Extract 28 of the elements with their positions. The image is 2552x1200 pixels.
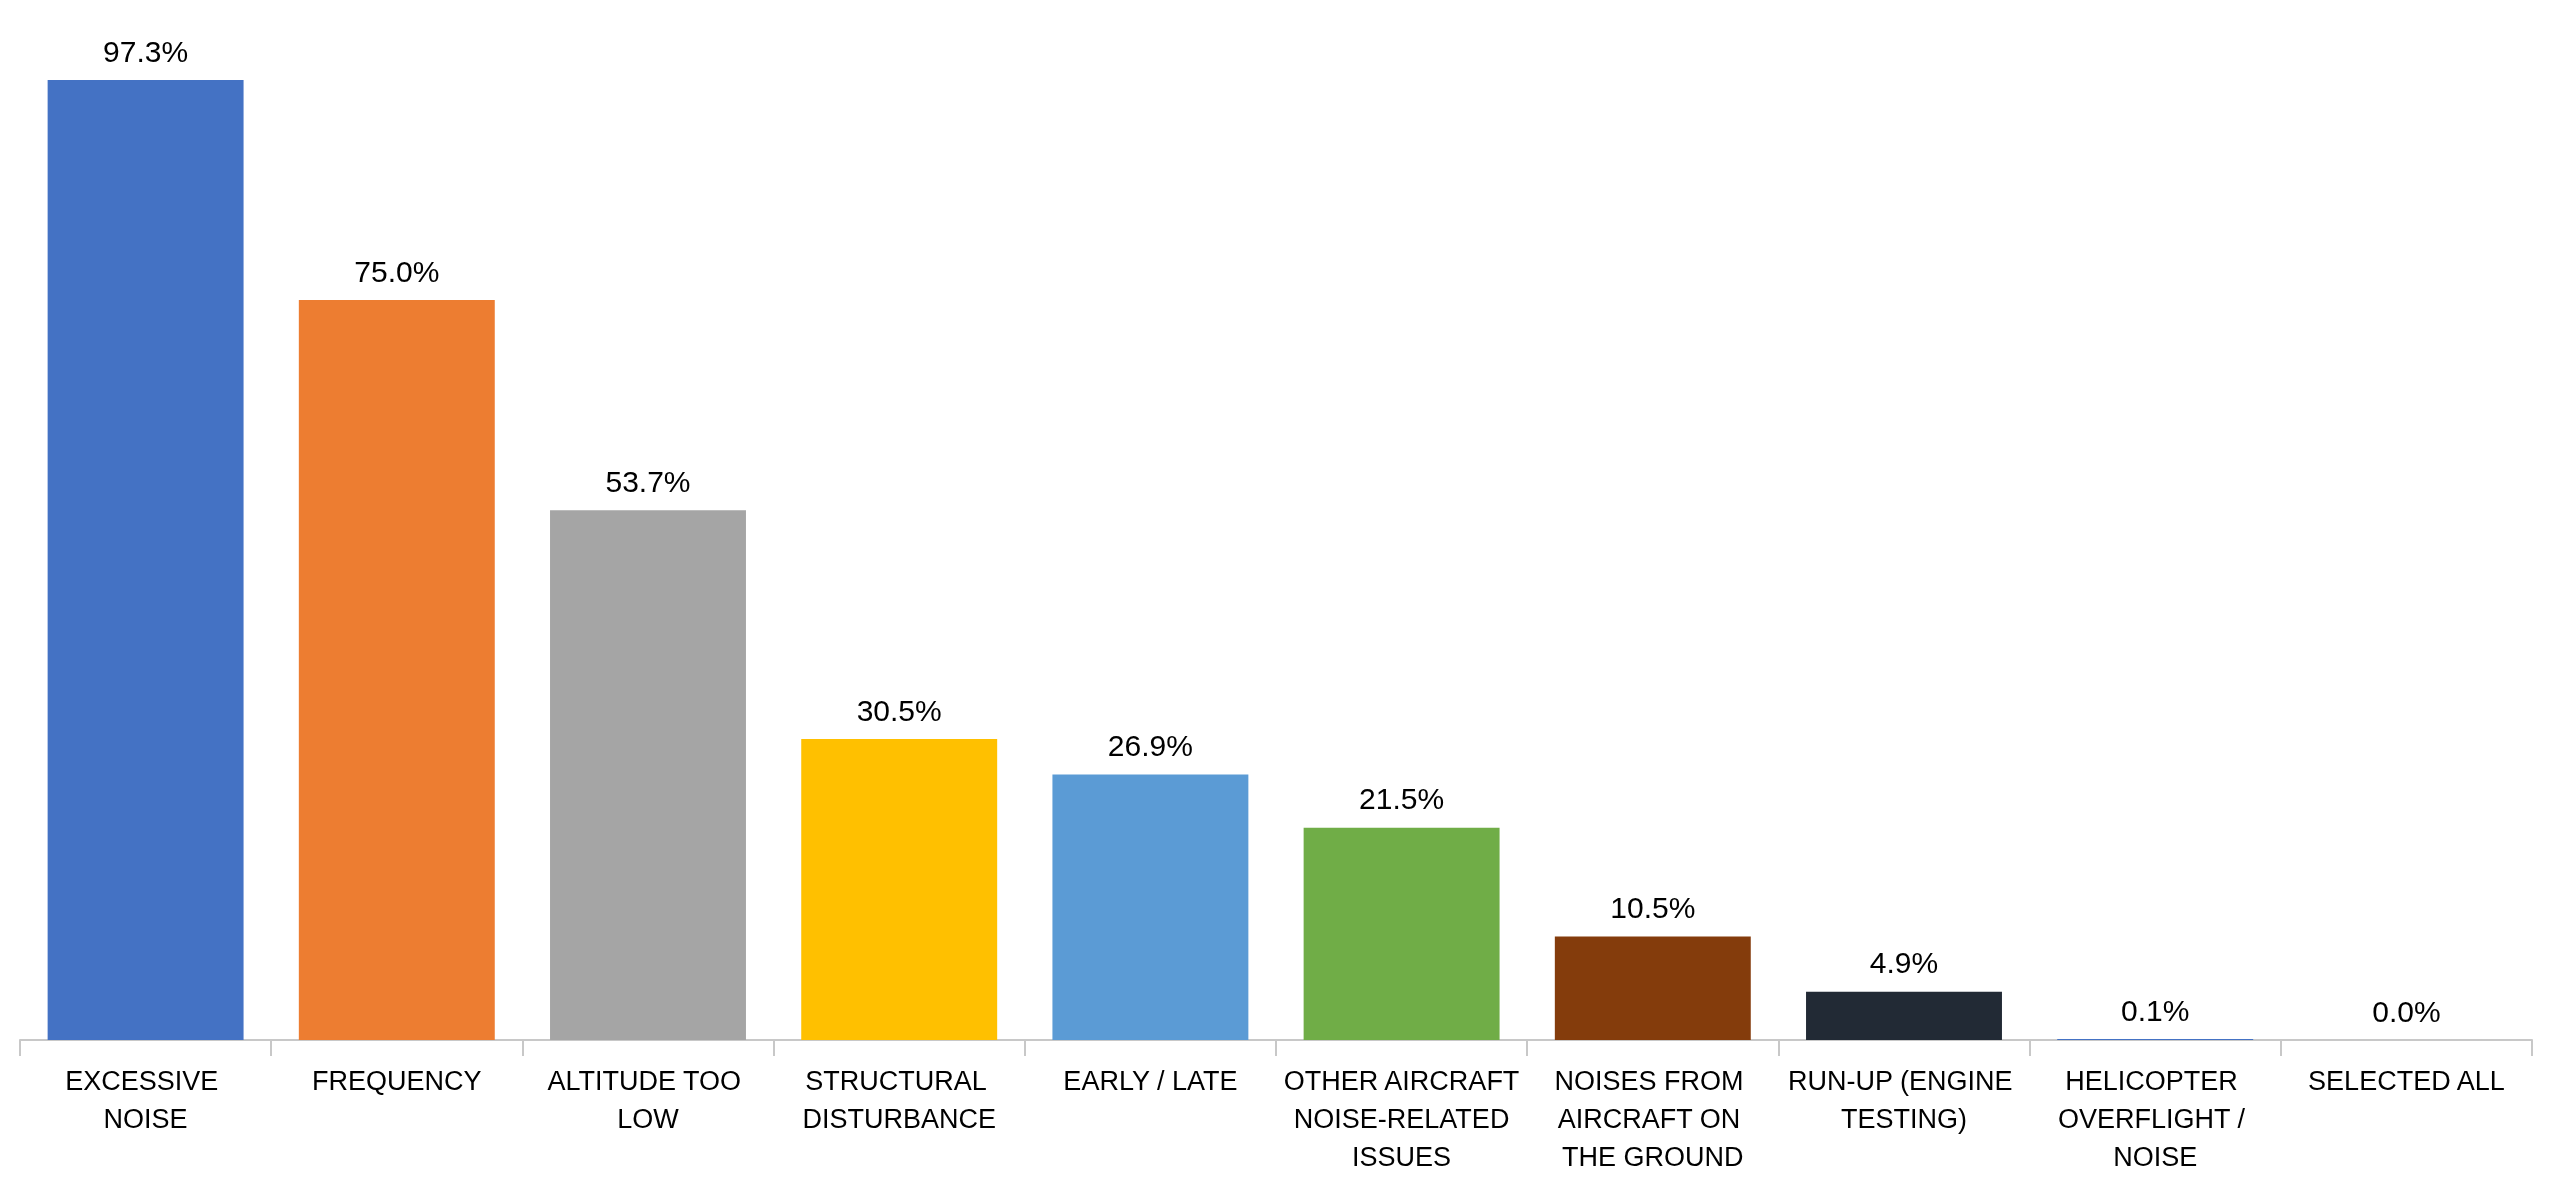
data-label: 0.1% (2121, 993, 2190, 1027)
data-label: 75.0% (354, 254, 440, 288)
x-tick-label: RUN-UP (ENGINE TESTING) (1787, 1066, 2021, 1134)
data-label: 21.5% (1359, 782, 1445, 816)
bar (1806, 991, 2002, 1040)
data-label: 26.9% (1107, 729, 1193, 763)
data-label: 30.5% (856, 693, 942, 727)
x-tick-label: SELECTED ALL (2308, 1066, 2505, 1096)
x-tick-label: OTHER AIRCRAFT NOISE-RELATED ISSUES (1283, 1066, 1520, 1172)
data-label: 97.3% (103, 34, 189, 68)
bar (47, 80, 244, 1040)
data-label: 4.9% (1869, 946, 1939, 980)
data-label: 53.7% (605, 464, 691, 498)
x-tick-label: HELICOPTER OVERFLIGHT / NOISE (2057, 1066, 2253, 1172)
bar (1052, 774, 1249, 1040)
bar (1554, 936, 1751, 1040)
bar (801, 739, 998, 1040)
bar (1303, 827, 1500, 1040)
data-label: 10.5% (1610, 890, 1696, 924)
bar (550, 510, 746, 1040)
data-label: 0.0% (2372, 994, 2441, 1028)
x-tick-label: FREQUENCY (312, 1066, 482, 1096)
x-tick-label: NOISES FROM AIRCRAFT ON THE GROUND (1554, 1066, 1752, 1172)
x-tick-label: EARLY / LATE (1063, 1066, 1238, 1096)
x-tick-label: STRUCTURAL DISTURBANCE (802, 1066, 996, 1134)
x-tick-label: EXCESSIVE NOISE (65, 1066, 226, 1134)
bar (298, 300, 495, 1040)
x-tick-label: ALTITUDE TOO LOW (547, 1066, 749, 1134)
